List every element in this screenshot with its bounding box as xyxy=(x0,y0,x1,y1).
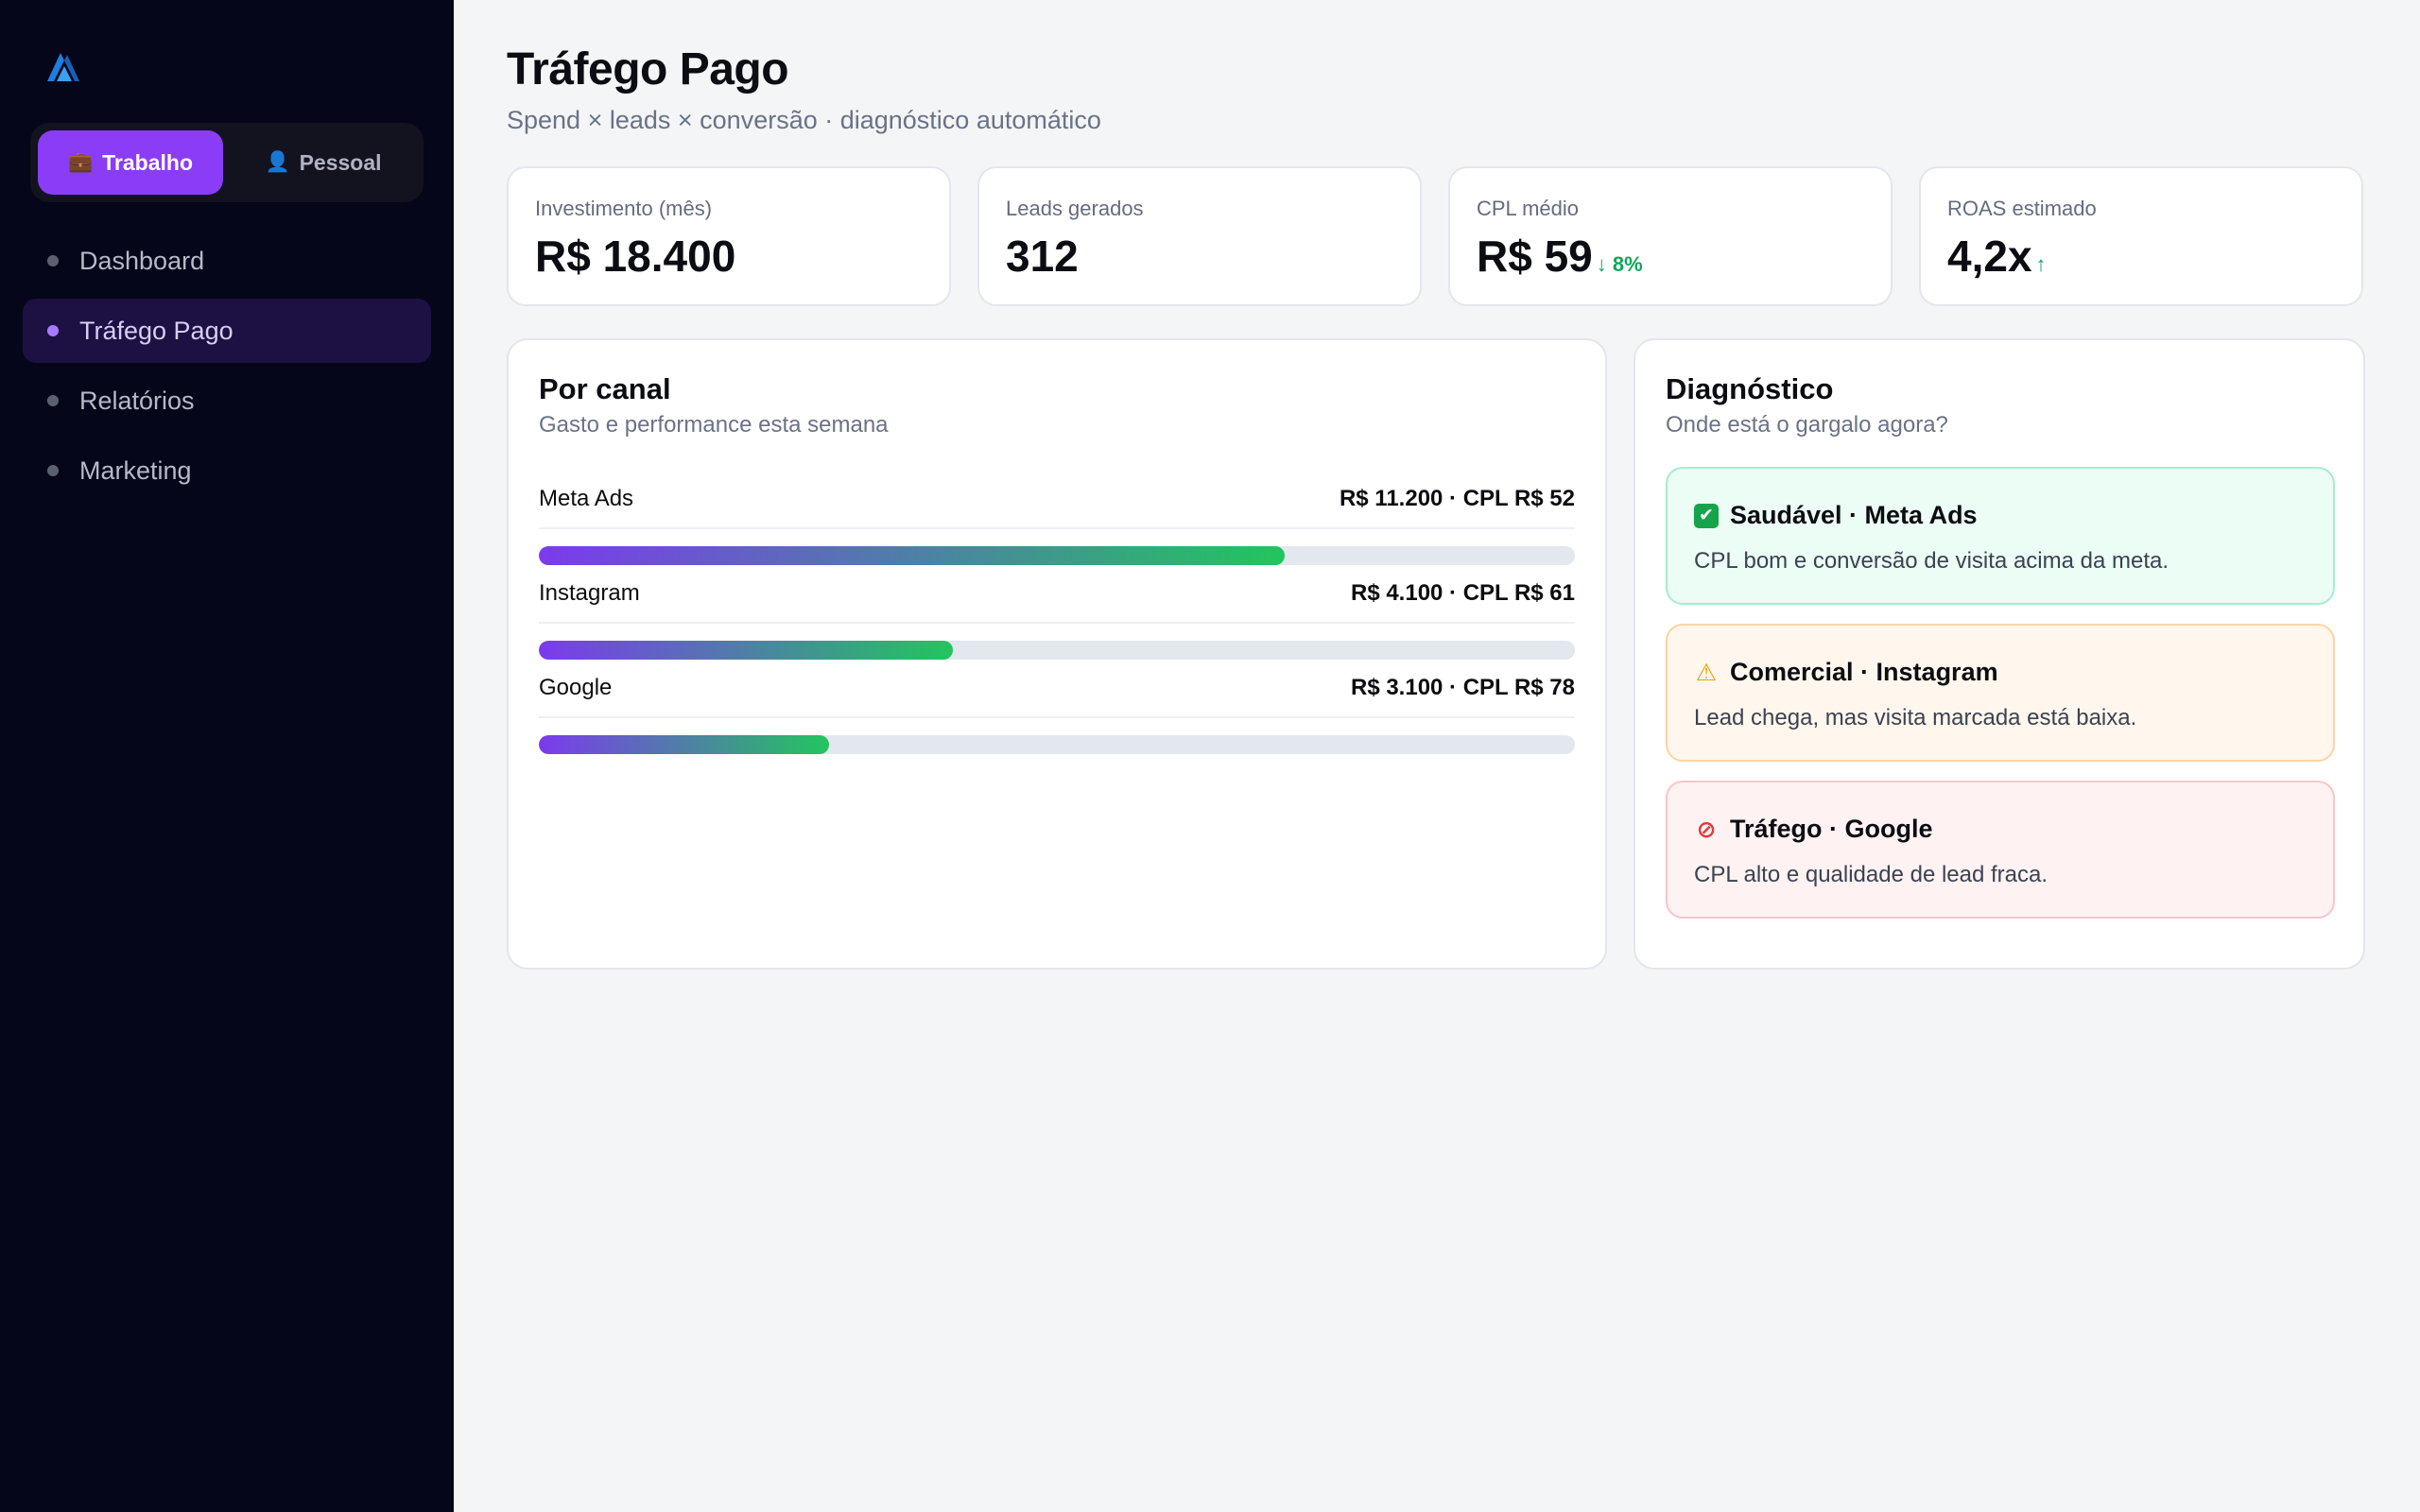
diagnostic-text: CPL alto e qualidade de lead fraca. xyxy=(1694,862,2048,887)
channel-name: Instagram xyxy=(539,580,640,606)
nav-dot xyxy=(47,395,59,406)
workspace-work-button[interactable]: 💼 Trabalho xyxy=(38,130,223,195)
workspace-personal-button[interactable]: 👤 Pessoal xyxy=(231,130,416,195)
card-subtitle: Onde está o gargalo agora? xyxy=(1666,412,1948,438)
check-icon: ✔ xyxy=(1694,503,1719,528)
kpi-value: 312 xyxy=(1006,232,1079,281)
card-title: Por canal xyxy=(539,372,671,405)
channel-stats: R$ 4.100 · CPL R$ 61 xyxy=(1350,580,1575,606)
kpi-card-cpl: CPL médio R$ 59 ↓ 8% xyxy=(1448,166,1893,306)
sidebar-item-label: Marketing xyxy=(79,455,192,485)
kpi-value-wrap: R$ 59 ↓ 8% xyxy=(1477,231,1643,282)
channel-progress-track xyxy=(539,546,1575,565)
diagnostic-title: Tráfego · Google xyxy=(1730,815,1933,843)
workspace-work-label: Trabalho xyxy=(102,149,193,175)
nav-dot xyxy=(47,255,59,266)
trend-up-icon: ↑ xyxy=(2035,252,2047,276)
sidebar-item-marketing[interactable]: Marketing xyxy=(23,438,431,503)
channel-stats: R$ 11.200 · CPL R$ 52 xyxy=(1339,486,1575,511)
sidebar-item-label: Relatórios xyxy=(79,386,195,415)
channel-progress-track xyxy=(539,641,1575,660)
card-title: Diagnóstico xyxy=(1666,372,1834,405)
diagnostic-text: Lead chega, mas visita marcada está baix… xyxy=(1694,705,2137,730)
kpi-label: ROAS estimado xyxy=(1947,197,2097,220)
kpi-card-leads: Leads gerados 312 xyxy=(977,166,1422,306)
diagnostic-text: CPL bom e conversão de visita acima da m… xyxy=(1694,548,2169,574)
kpi-value-wrap: 312 xyxy=(1006,231,1079,282)
kpi-label: CPL médio xyxy=(1477,197,1580,220)
divider xyxy=(539,527,1575,529)
user-icon: 👤 xyxy=(265,151,290,173)
diagnostic-title-wrap: ⚠ Comercial · Instagram xyxy=(1694,658,1998,687)
logo-icon xyxy=(47,53,79,81)
channels-card: Por canal Gasto e performance esta seman… xyxy=(507,338,1607,970)
warning-icon: ⚠ xyxy=(1695,659,1718,686)
kpi-value: R$ 18.400 xyxy=(535,232,736,281)
channel-row-meta-ads: Meta Ads R$ 11.200 · CPL R$ 52 xyxy=(539,486,1575,580)
kpi-value: 4,2x xyxy=(1947,232,2032,281)
diagnostic-title-wrap: ✔ Saudável · Meta Ads xyxy=(1694,501,1978,530)
channel-name: Google xyxy=(539,675,613,700)
sidebar-item-label: Tráfego Pago xyxy=(79,316,233,345)
diagnostic-item-healthy: ✔ Saudável · Meta Ads CPL bom e conversã… xyxy=(1666,467,2335,605)
trend-down-badge: ↓ 8% xyxy=(1596,252,1643,276)
workspace-personal-label: Pessoal xyxy=(299,149,382,175)
kpi-card-roas: ROAS estimado 4,2x ↑ xyxy=(1919,166,2363,306)
kpi-label: Investimento (mês) xyxy=(535,197,713,220)
channel-name: Meta Ads xyxy=(539,486,634,511)
sidebar-item-dashboard[interactable]: Dashboard xyxy=(23,229,431,293)
channel-stats: R$ 3.100 · CPL R$ 78 xyxy=(1350,675,1575,700)
diagnostic-item-warning: ⚠ Comercial · Instagram Lead chega, mas … xyxy=(1666,624,2335,762)
diagnostics-card: Diagnóstico Onde está o gargalo agora? ✔… xyxy=(1634,338,2365,970)
kpi-value-wrap: 4,2x ↑ xyxy=(1947,231,2047,282)
workspace-switcher: 💼 Trabalho 👤 Pessoal xyxy=(30,123,424,202)
kpi-value: R$ 59 xyxy=(1477,232,1593,281)
card-subtitle: Gasto e performance esta semana xyxy=(539,412,889,438)
sidebar-item-label: Dashboard xyxy=(79,246,205,275)
sidebar: 💼 Trabalho 👤 Pessoal Dashboard Tráfego P… xyxy=(0,0,454,1512)
kpi-card-investimento: Investimento (mês) R$ 18.400 xyxy=(507,166,951,306)
channel-progress-fill xyxy=(539,641,954,660)
kpi-label: Leads gerados xyxy=(1006,197,1144,220)
channel-progress-fill xyxy=(539,735,829,754)
channel-row-instagram: Instagram R$ 4.100 · CPL R$ 61 xyxy=(539,580,1575,675)
page-title: Tráfego Pago xyxy=(507,44,789,94)
channel-progress-fill xyxy=(539,546,1286,565)
prohibited-icon: ⊘ xyxy=(1696,816,1717,843)
sidebar-item-relatorios[interactable]: Relatórios xyxy=(23,369,431,433)
channel-row-google: Google R$ 3.100 · CPL R$ 78 xyxy=(539,675,1575,769)
kpi-value-wrap: R$ 18.400 xyxy=(535,231,735,282)
diagnostic-title: Comercial · Instagram xyxy=(1730,658,1998,686)
nav-dot xyxy=(47,465,59,476)
channel-progress-track xyxy=(539,735,1575,754)
divider xyxy=(539,716,1575,718)
page-subtitle: Spend × leads × conversão · diagnóstico … xyxy=(507,106,1101,134)
nav-dot xyxy=(47,325,59,336)
diagnostic-item-critical: ⊘ Tráfego · Google CPL alto e qualidade … xyxy=(1666,781,2335,919)
divider xyxy=(539,622,1575,624)
sidebar-item-trafego-pago[interactable]: Tráfego Pago xyxy=(23,299,431,363)
diagnostic-title-wrap: ⊘ Tráfego · Google xyxy=(1694,815,1933,844)
diagnostic-title: Saudável · Meta Ads xyxy=(1730,501,1978,529)
briefcase-icon: 💼 xyxy=(67,151,94,173)
